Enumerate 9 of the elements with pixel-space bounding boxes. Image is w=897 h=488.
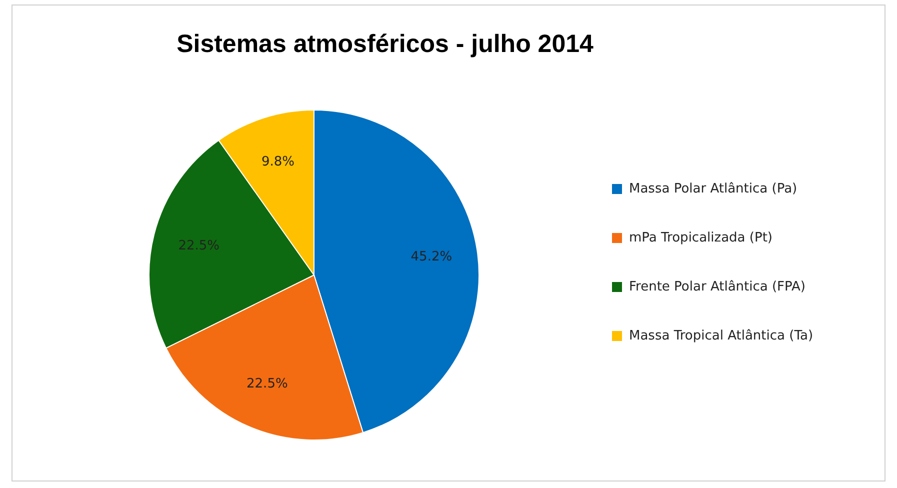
data-label: 45.2% [410, 250, 452, 265]
legend-label: mPa Tropicalizada (Pt) [629, 230, 772, 246]
data-label: 9.8% [261, 154, 295, 170]
legend-label: Massa Tropical Atlântica (Ta) [629, 328, 814, 344]
data-label: 22.5% [246, 376, 288, 392]
legend-label: Frente Polar Atlântica (FPA) [629, 280, 806, 295]
chart-title: Sistemas atmosféricos - julho 2014 [176, 30, 594, 58]
data-label: 22.5% [178, 238, 220, 254]
legend-label: Massa Polar Atlântica (Pa) [629, 182, 798, 197]
